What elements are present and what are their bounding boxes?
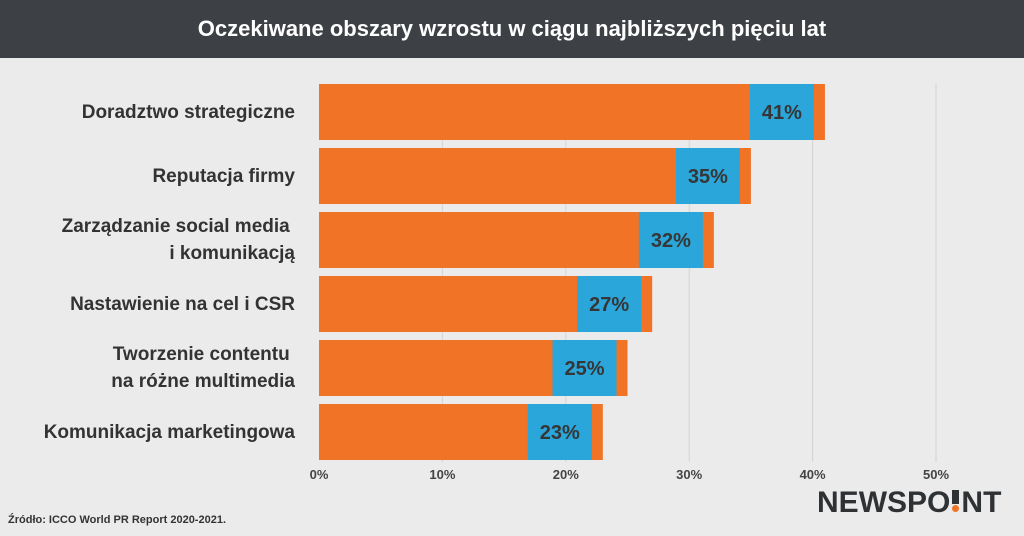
data-label-box-6: [527, 404, 592, 460]
data-label-3: 32%: [651, 230, 691, 252]
title-bar: Oczekiwane obszary wzrostu w ciągu najbl…: [0, 0, 1024, 58]
source-note: Źródło: ICCO World PR Report 2020-2021.: [8, 514, 227, 526]
logo-exclamation-glyph: [952, 490, 960, 512]
data-label-1: 41%: [762, 102, 802, 124]
data-label-2: 35%: [688, 166, 728, 188]
newspoint-logo: NEWSPO NT: [817, 488, 1001, 518]
data-label-6: 23%: [540, 422, 580, 444]
data-label-box-3: [638, 212, 703, 268]
logo-letter: N: [961, 486, 984, 519]
data-label-box-2: [675, 148, 740, 204]
category-label-2: Reputacja firmy: [152, 165, 295, 187]
bar-1: [319, 84, 825, 140]
logo-letter: O: [927, 486, 951, 519]
data-label-box-4: [577, 276, 642, 332]
data-label-4: 27%: [589, 294, 629, 316]
data-label-box-1: [749, 84, 814, 140]
logo-letter: E: [838, 486, 859, 519]
x-tick-label-1: 0%: [310, 467, 329, 482]
x-tick-label-6: 50%: [923, 467, 949, 482]
data-label-5: 25%: [564, 358, 604, 380]
category-label-1: Doradztwo strategiczne: [81, 101, 295, 123]
logo-letter: T: [983, 486, 1002, 519]
x-tick-label-2: 10%: [429, 467, 455, 482]
logo-letter: P: [907, 486, 928, 519]
logo-letter: S: [887, 486, 908, 519]
x-tick-label-3: 20%: [553, 467, 579, 482]
x-tick-label-4: 30%: [676, 467, 702, 482]
gridlines: [441, 84, 937, 462]
bars: 41% 35% 32% 27% 25% 23%: [319, 84, 825, 460]
logo-letter: W: [858, 486, 888, 519]
category-label-3: Zarządzanie social media i komunikacją: [61, 216, 295, 264]
logo-letter: N: [817, 486, 839, 519]
category-label-6: Komunikacja marketingowa: [43, 421, 295, 443]
data-label-box-5: [552, 340, 617, 396]
category-label-4: Nastawienie na cel i CSR: [70, 293, 295, 315]
category-label-5: Tworzenie contentu na różne multimedia: [111, 344, 295, 392]
chart-title: Oczekiwane obszary wzrostu w ciągu najbl…: [197, 16, 827, 41]
x-tick-label-5: 40%: [800, 467, 826, 482]
x-axis-ticks: 0% 10% 20% 30% 40% 50%: [310, 467, 950, 482]
